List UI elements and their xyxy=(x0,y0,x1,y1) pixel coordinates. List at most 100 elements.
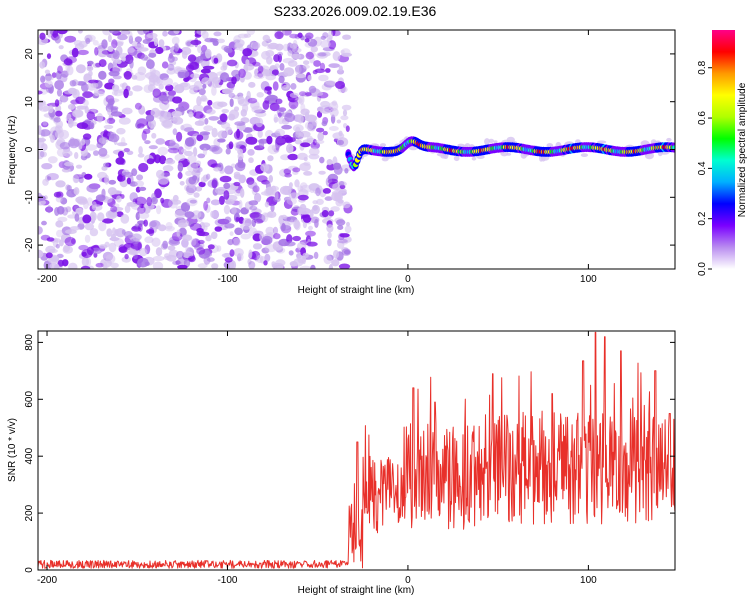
spectrogram-noise-blob xyxy=(255,117,264,128)
spectrogram-noise-blob xyxy=(219,175,232,183)
spectrogram-noise-blob xyxy=(219,113,228,123)
spectrogram-noise-blob xyxy=(123,70,132,80)
spectrogram-noise-blob xyxy=(337,139,345,146)
spectrogram-noise-blob xyxy=(292,235,302,242)
spectrogram-noise-blob xyxy=(302,252,309,258)
spectrogram-noise-blob xyxy=(41,163,53,170)
spectrogram-noise-blob xyxy=(198,60,208,65)
spectrogram-noise-blob xyxy=(137,241,143,251)
spectrogram-noise-blob xyxy=(327,232,332,239)
spectrogram-noise-blob xyxy=(127,201,138,207)
spectrogram-noise-blob xyxy=(211,127,218,138)
spectrogram-noise-blob xyxy=(168,90,176,97)
spectrogram-noise-blob xyxy=(267,144,280,155)
spectrogram-noise-blob xyxy=(102,261,108,269)
spectrogram-noise-blob xyxy=(155,138,165,145)
spectrogram-noise-blob xyxy=(216,245,222,252)
spectrogram-noise-blob xyxy=(115,59,122,64)
spectrogram-noise-blob xyxy=(101,218,114,224)
spectrogram-noise-blob xyxy=(223,190,230,200)
spectrogram-noise-blob xyxy=(185,246,190,253)
spectrogram-noise-blob xyxy=(85,144,98,151)
spectrogram-noise-blob xyxy=(187,155,197,164)
spectrogram-noise-blob xyxy=(75,207,84,215)
spectrogram-noise-blob xyxy=(167,245,176,251)
spectrogram-noise-blob xyxy=(156,205,162,215)
spectrogram-noise-blob xyxy=(253,73,265,80)
spectrogram-noise-blob xyxy=(69,80,77,87)
spectrogram-noise-blob xyxy=(105,210,118,220)
spectrogram-noise-blob xyxy=(305,32,314,40)
spectrogram-x-label: Height of straight line (km) xyxy=(298,285,415,296)
spectrogram-noise-blob xyxy=(319,156,325,164)
spectrogram-noise-blob xyxy=(103,124,114,130)
spectrogram-noise-blob xyxy=(85,37,91,45)
spectrogram-noise-blob xyxy=(78,176,84,184)
spectrogram-noise-blob xyxy=(283,67,295,77)
spectrogram-noise-blob xyxy=(224,198,235,205)
spectrogram-noise-blob xyxy=(174,153,186,162)
spectrogram-noise-blob xyxy=(103,162,110,168)
spectrogram-noise-blob xyxy=(165,84,174,92)
spectrogram-noise-blob xyxy=(283,199,293,209)
spectrogram-noise-blob xyxy=(319,108,331,114)
spectrogram-noise-blob xyxy=(124,231,133,239)
spectrogram-noise-blob xyxy=(71,47,79,58)
spectrogram-y-ticks: -20 -10 0 10 20 xyxy=(24,48,675,252)
figure-title: S233.2026.009.02.19.E36 xyxy=(274,3,437,19)
spectrogram-noise-blob xyxy=(38,249,44,259)
spectrogram-noise-blob xyxy=(86,65,94,72)
spectrogram-noise-blob xyxy=(188,255,196,263)
spectrogram-noise-blob xyxy=(298,91,307,97)
spectrogram-x-tick-label: 0 xyxy=(405,274,411,285)
spectrogram-noise-blob xyxy=(289,43,299,49)
snr-y-label: SNR (10 * v/v) xyxy=(7,418,18,482)
spectrogram-noise-blob xyxy=(75,164,83,169)
spectrogram-noise-blob xyxy=(146,59,155,70)
spectrogram-noise-blob xyxy=(187,163,199,173)
spectrogram-noise-blob xyxy=(308,147,320,156)
spectrogram-noise-blob xyxy=(42,121,48,126)
spectrogram-noise-blob xyxy=(176,131,183,142)
spectrogram-noise-blob xyxy=(157,224,167,232)
spectrogram-noise-blob xyxy=(120,214,130,224)
spectrogram-noise-blob xyxy=(120,30,131,35)
spectrogram-noise-blob xyxy=(310,45,318,53)
spectrogram-x-tick-label: -200 xyxy=(37,274,57,285)
spectrogram-noise-blob xyxy=(177,70,185,79)
spectrogram-noise-blob xyxy=(262,34,270,42)
spectrogram-noise-blob xyxy=(256,254,264,264)
spectrogram-noise-blob xyxy=(281,223,286,232)
spectrogram-noise-blob xyxy=(273,233,281,240)
spectrogram-noise-blob xyxy=(200,95,207,102)
colorbar: 0.0 0.2 0.4 0.6 0.8 Normalized spectral ampl… xyxy=(697,30,748,276)
spectrogram-x-tick-label: -100 xyxy=(217,274,237,285)
spectrogram-noise-blob xyxy=(206,109,216,115)
spectrogram-noise-blob xyxy=(91,204,103,211)
spectrogram-noise-blob xyxy=(132,233,141,242)
snr-x-tick-label: -100 xyxy=(217,575,237,586)
spectrogram-noise-blob xyxy=(218,195,225,205)
spectrogram-noise-blob xyxy=(119,83,125,88)
spectrogram-noise-blob xyxy=(121,107,133,115)
spectrogram-noise-blob xyxy=(126,150,134,155)
spectrogram-x-tick-label: 100 xyxy=(580,274,597,285)
spectrogram-noise-blob xyxy=(312,200,319,205)
spectrogram-noise-blob xyxy=(57,65,63,74)
spectrogram-noise-blob xyxy=(164,225,175,232)
spectrogram-noise-blob xyxy=(113,90,118,96)
spectrogram-noise-blob xyxy=(203,125,214,132)
spectrogram-noise-blob xyxy=(78,30,83,34)
spectrogram-noise-blob xyxy=(150,107,161,118)
spectrogram-noise-blob xyxy=(76,122,89,129)
spectrogram-noise-blob xyxy=(162,165,174,172)
spectrogram-noise-blob xyxy=(344,225,352,234)
spectrogram-noise-blob xyxy=(206,197,211,204)
spectrogram-noise-blob xyxy=(98,221,107,232)
spectrogram-noise-blob xyxy=(84,105,89,114)
spectrogram-noise-blob xyxy=(264,253,271,262)
spectrogram-noise-blob xyxy=(308,85,317,94)
colorbar-ticks: 0.0 0.2 0.4 0.6 0.8 xyxy=(697,60,712,276)
spectrogram-noise-blob xyxy=(322,32,329,39)
spectrogram-noise-blob xyxy=(197,263,208,269)
